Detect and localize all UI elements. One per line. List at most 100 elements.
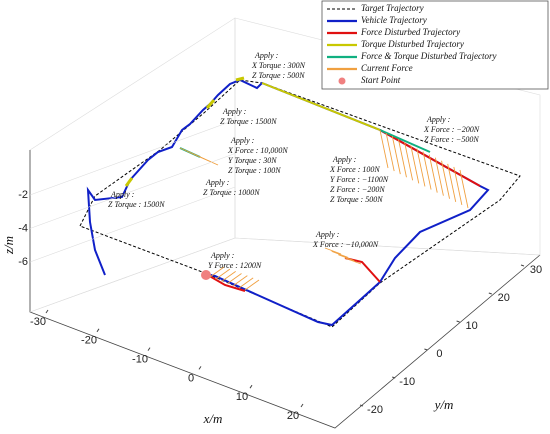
force-arrow <box>199 156 219 166</box>
annotation-line: Z Torque : 500N <box>252 71 305 80</box>
start-point <box>201 270 211 280</box>
x-tick-label: -30 <box>30 316 46 328</box>
annotation-title: Apply : <box>205 178 230 187</box>
legend-label: Vehicle Trajectory <box>361 15 427 25</box>
force-arrow <box>215 268 231 280</box>
x-tick <box>249 384 253 389</box>
x-tick-label: -10 <box>132 354 148 366</box>
x-tick <box>300 403 304 408</box>
force-disturbed <box>344 257 381 283</box>
annotation-line: Z Torque : 100N <box>228 166 281 175</box>
force-arrow <box>238 277 254 289</box>
grid-line <box>29 153 236 229</box>
annotation-title: Apply : <box>222 107 247 116</box>
y-tick <box>456 320 460 323</box>
annotation-line: Y Force : 1200N <box>208 261 262 270</box>
force-arrow <box>391 136 401 175</box>
torque-disturbed <box>261 82 381 131</box>
floor-edge <box>234 237 541 256</box>
annotation-line: Z Torque : 1500N <box>108 200 165 209</box>
annotation-line: Z Force : −200N <box>330 185 385 194</box>
force-arrow <box>221 270 236 282</box>
force-torque-disturbed <box>379 129 431 153</box>
annotation-title: Apply : <box>230 136 255 145</box>
ticks: -30 -20 -10 0 10 20 -20 -10 0 10 20 30 -6 -4 -2 <box>18 119 542 422</box>
y-tick-label: 20 <box>498 292 510 304</box>
annotation-line: X Force : −200N <box>423 125 480 134</box>
y-tick <box>488 292 492 295</box>
x-tick-label: -20 <box>81 335 97 347</box>
force-arrow <box>434 157 444 196</box>
z-axis-label: z/m <box>1 236 16 255</box>
force-arrow <box>344 257 362 265</box>
force-arrow <box>422 151 432 190</box>
axis-frame <box>29 150 541 429</box>
force-arrow <box>338 254 355 262</box>
force-arrow <box>379 129 389 169</box>
force-arrow <box>233 275 248 287</box>
y-tick <box>392 376 396 379</box>
y-tick <box>520 264 525 267</box>
x-tick-label: 0 <box>188 372 194 384</box>
y-axis-label: y/m <box>433 397 454 412</box>
legend-label: Force Disturbed Trajectory <box>360 27 460 37</box>
annotation-title: Apply : <box>315 230 340 239</box>
y-tick-label: -20 <box>367 404 383 416</box>
torque-disturbed <box>124 177 134 187</box>
force-arrow <box>404 142 414 181</box>
force-disturbed <box>205 273 246 292</box>
annotation-line: Z Force : −500N <box>424 135 479 144</box>
x-tick <box>96 328 100 333</box>
force-arrow <box>227 273 242 284</box>
force-arrow <box>410 145 420 184</box>
y-tick <box>424 348 428 351</box>
y-tick <box>359 404 364 407</box>
force-arrow <box>441 160 450 199</box>
annotation-title: Apply : <box>332 155 357 164</box>
floor-edge <box>29 237 236 313</box>
z-tick-label: -4 <box>18 222 28 234</box>
x-tick <box>198 366 202 370</box>
legend: Target Trajectory Vehicle Trajectory Force… <box>321 0 549 90</box>
annotation-line: X Torque : 300N <box>251 61 306 70</box>
annotation-line: Z Torque : 1500N <box>220 117 277 126</box>
annotation-line: Y Torque : 30N <box>228 156 277 165</box>
force-arrow <box>385 132 395 172</box>
z-tick-label: -6 <box>18 256 28 268</box>
annotation-title: Apply : <box>110 190 135 199</box>
force-arrow <box>428 154 438 193</box>
annotation-line: Y Force : −1100N <box>330 175 389 184</box>
force-arrow <box>453 166 463 206</box>
annotation-line: X Force : −10,000N <box>312 240 379 249</box>
grid-line <box>29 119 236 196</box>
annotation-line: Z Torque : 500N <box>330 195 383 204</box>
y-tick-label: 0 <box>436 348 442 360</box>
legend-label: Start Point <box>361 75 401 85</box>
annotation-title: Apply : <box>426 115 451 124</box>
x-tick <box>45 309 49 314</box>
legend-box <box>321 0 549 90</box>
x-axis-label: x/m <box>203 411 223 426</box>
annotation-title: Apply : <box>254 51 279 60</box>
force-arrow <box>331 250 348 258</box>
legend-label: Target Trajectory <box>361 3 424 13</box>
legend-label: Torque Disturbed Trajectory <box>361 39 464 49</box>
torque-disturbed <box>235 76 245 82</box>
force-arrows <box>179 129 469 291</box>
force-arrow <box>209 266 225 278</box>
torque-disturbed <box>205 99 216 109</box>
legend-swatch <box>338 77 346 85</box>
y-tick-label: 30 <box>530 264 542 276</box>
force-arrow <box>459 169 469 209</box>
annotation-line: X Force : 100N <box>329 165 380 174</box>
legend-label: Force & Torque Disturbed Trajectory <box>360 51 497 61</box>
force-arrow <box>244 279 260 291</box>
y-tick-label: -10 <box>399 376 415 388</box>
x-tick <box>147 347 151 351</box>
annotation-title: Apply : <box>210 251 235 260</box>
force-arrow <box>398 139 407 178</box>
grid-line <box>29 186 236 263</box>
x-tick-label: 10 <box>236 391 248 403</box>
